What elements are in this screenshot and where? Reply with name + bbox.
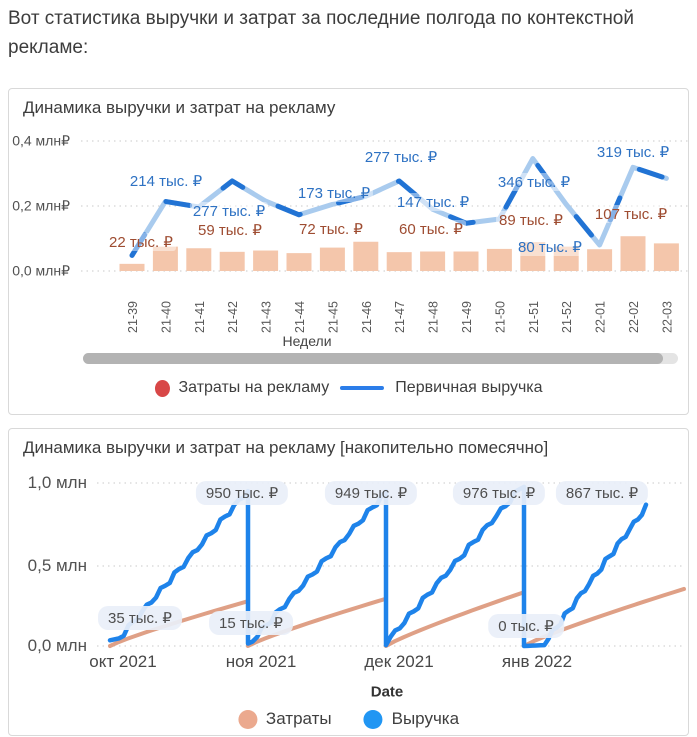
cost-bar[interactable]	[386, 252, 412, 271]
point-label: 173 тыс. ₽	[294, 184, 374, 202]
value-badge-top: 950 тыс. ₽	[195, 481, 289, 505]
legend-dot-costs-icon[interactable]	[237, 709, 257, 729]
chart2-card: Динамика выручки и затрат на рекламу [на…	[8, 428, 689, 736]
chart1-xtick: 21-44	[293, 301, 307, 333]
chart1-xtick: 21-50	[493, 301, 507, 333]
value-badge-bottom: 15 тыс. ₽	[209, 611, 293, 635]
legend-label-costs[interactable]: Затраты	[265, 709, 332, 728]
legend-label-revenue[interactable]: Выручка	[391, 709, 460, 728]
chart1-xtick: 21-47	[393, 301, 407, 333]
chart1-plot: 21-39 21-40 21-41 21-42 21-43 21-44 21-45 21-46…	[81, 140, 689, 333]
chart2-legend: Затраты Выручка	[237, 709, 460, 729]
cost-bar[interactable]	[253, 250, 279, 271]
intro-text: Вот статистика выручки и затрат за после…	[8, 8, 634, 59]
chart1-card: Динамика выручки и затрат на рекламу 21-…	[8, 88, 689, 415]
chart1-scrollbar-thumb[interactable]	[83, 353, 663, 364]
cost-bar[interactable]	[453, 251, 479, 272]
chart2-xtick: янв 2022	[501, 652, 573, 671]
legend-label-costs[interactable]: Затраты на рекламу	[178, 379, 330, 396]
point-label: 22 тыс. ₽	[106, 233, 176, 251]
cost-bar[interactable]	[553, 246, 579, 271]
chart1-xtick: 21-40	[159, 301, 173, 333]
point-label: 147 тыс. ₽	[393, 193, 473, 211]
chart1-legend: Затраты на рекламу Первичная выручка	[154, 379, 543, 397]
point-label: 346 тыс. ₽	[494, 173, 574, 191]
point-label: 80 тыс. ₽	[515, 238, 585, 256]
chart1-xtick: 21-39	[126, 301, 140, 333]
legend-dot-costs-icon[interactable]	[154, 379, 170, 397]
chart1-xtick: 22-02	[627, 301, 641, 333]
point-label: 72 тыс. ₽	[296, 220, 366, 238]
chart1-xtick: 21-51	[527, 301, 541, 333]
point-label: 89 тыс. ₽	[496, 211, 566, 229]
legend-dot-revenue-icon[interactable]	[363, 709, 383, 729]
chart2-plot	[97, 482, 686, 649]
chart1-ytick-02: 0,2 млн₽	[12, 197, 70, 214]
cost-bar[interactable]	[286, 253, 312, 271]
chart2-xaxis-title: Date	[370, 683, 404, 701]
chart2-ytick-00: 0,0 млн	[27, 636, 87, 655]
point-label: 59 тыс. ₽	[195, 221, 265, 239]
cost-bar[interactable]	[219, 251, 245, 271]
value-badge-bottom: 0 тыс. ₽	[488, 614, 564, 638]
chart1-xtick: 21-42	[226, 301, 240, 333]
chart2-xtick: ноя 2021	[225, 652, 297, 671]
cost-bar[interactable]	[486, 248, 512, 271]
cost-bar[interactable]	[186, 248, 212, 271]
chart1-xtick: 21-48	[427, 301, 441, 333]
chart2-xtick: дек 2021	[364, 652, 434, 671]
chart1-xtick: 21-41	[193, 301, 207, 333]
cost-bar[interactable]	[653, 243, 679, 271]
chart1-ytick-04: 0,4 млн₽	[12, 132, 70, 149]
value-badge-bottom: 35 тыс. ₽	[98, 606, 182, 630]
cost-bar[interactable]	[420, 251, 446, 272]
chart1-ytick-00: 0,0 млн₽	[12, 262, 70, 279]
chart1-title: Динамика выручки и затрат на рекламу	[23, 98, 336, 117]
value-badge-top: 976 тыс. ₽	[452, 481, 546, 505]
chart1-xtick: 21-52	[560, 301, 574, 333]
point-label: 319 тыс. ₽	[593, 143, 673, 161]
chart1-xtick: 22-03	[660, 301, 674, 333]
cost-bar[interactable]	[620, 236, 646, 271]
cost-cumulative-line[interactable]	[108, 586, 686, 648]
chart1-xtick: 21-49	[460, 301, 474, 333]
chart2-xtick: окт 2021	[89, 652, 157, 671]
cost-bar[interactable]	[119, 263, 145, 271]
chart1-xtick: 21-45	[326, 301, 340, 333]
chart1-xaxis-title: Недели	[282, 333, 332, 349]
chart1-scrollbar-track[interactable]	[83, 353, 678, 364]
revenue-line[interactable]	[129, 156, 669, 258]
chart2-ytick-10: 1,0 млн	[27, 473, 87, 492]
cost-bar[interactable]	[319, 247, 345, 271]
cost-bar[interactable]	[152, 246, 178, 271]
point-label: 277 тыс. ₽	[361, 148, 441, 166]
point-label: 60 тыс. ₽	[396, 220, 466, 238]
legend-label-revenue[interactable]: Первичная выручка	[395, 379, 543, 396]
cost-bar[interactable]	[353, 241, 379, 271]
point-label: 107 тыс. ₽	[591, 205, 671, 223]
cost-bar[interactable]	[587, 249, 613, 271]
cost-bar[interactable]	[520, 242, 546, 271]
point-label: 214 тыс. ₽	[126, 172, 206, 190]
chart1-xtick: 21-43	[260, 301, 274, 333]
chart1-xtick: 21-46	[360, 301, 374, 333]
value-badge-top: 867 тыс. ₽	[555, 481, 649, 505]
point-label: 277 тыс. ₽	[189, 202, 269, 220]
chart1-xtick: 22-01	[594, 301, 608, 333]
value-badge-top: 949 тыс. ₽	[324, 481, 418, 505]
legend-line-revenue-icon[interactable]	[340, 386, 385, 390]
chart2-title: Динамика выручки и затрат на рекламу [на…	[23, 438, 549, 457]
chart2-ytick-05: 0,5 млн	[27, 556, 87, 575]
